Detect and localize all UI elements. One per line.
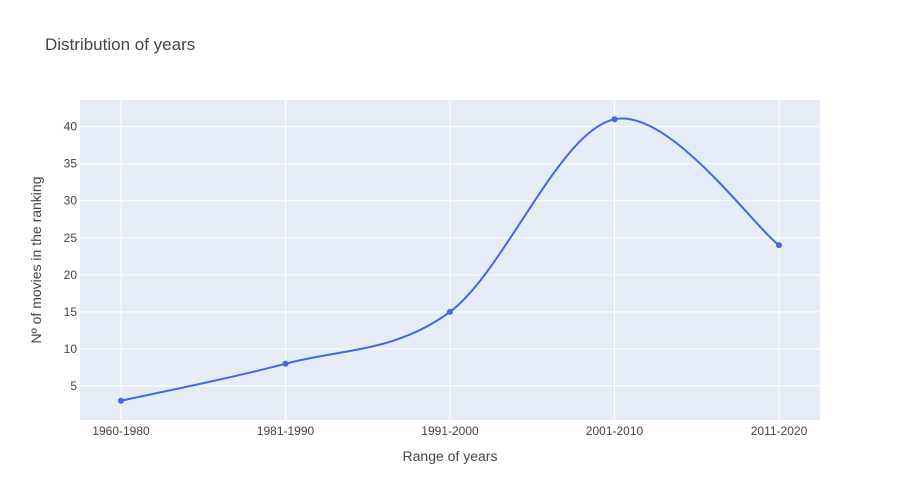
y-tick-label: 15 (64, 305, 78, 319)
data-point[interactable] (447, 308, 453, 315)
y-tick-label: 5 (70, 379, 77, 393)
data-point[interactable] (118, 397, 124, 404)
y-tick-label: 35 (64, 157, 78, 171)
x-tick-label: 1960-1980 (92, 424, 150, 438)
data-point[interactable] (776, 242, 782, 249)
y-axis-ticks: 5 10 15 20 25 30 35 40 (64, 120, 78, 393)
y-tick-label: 25 (64, 231, 78, 245)
x-axis-ticks: 1960-1980 1981-1990 1991-2000 2001-2010 2011… (92, 424, 807, 438)
x-axis-title: Range of years (403, 448, 498, 464)
y-tick-label: 10 (64, 342, 78, 356)
data-point[interactable] (611, 116, 618, 123)
series-layer (118, 116, 782, 404)
x-tick-label: 2001-2010 (586, 424, 644, 438)
y-tick-label: 30 (64, 194, 78, 208)
series-line (120, 117, 780, 402)
x-tick-label: 1981-1990 (257, 424, 315, 438)
y-tick-label: 20 (64, 268, 78, 282)
data-point[interactable] (282, 360, 289, 367)
chart-title: Distribution of years (45, 35, 195, 54)
x-tick-label: 1991-2000 (421, 424, 479, 438)
x-tick-label: 2011-2020 (751, 424, 808, 438)
y-axis-title: Nº of movies in the ranking (28, 177, 44, 344)
y-tick-label: 40 (64, 120, 78, 134)
